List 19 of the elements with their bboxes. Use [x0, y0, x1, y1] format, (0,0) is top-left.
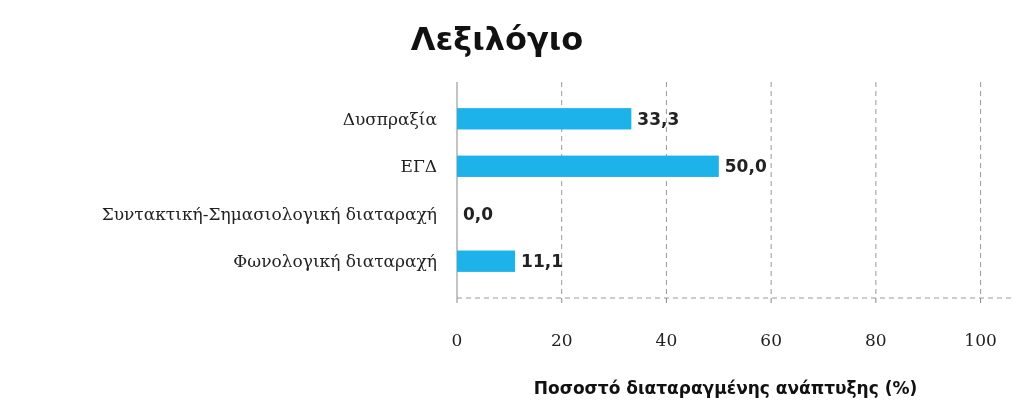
x-tick-label: 100	[964, 330, 997, 350]
data-label: 33,3	[637, 108, 680, 129]
bar	[457, 250, 516, 272]
chart-title: Λεξιλόγιο	[410, 20, 584, 58]
data-label: 0,0	[463, 203, 494, 224]
data-label: 11,1	[521, 251, 564, 272]
x-tick-label: 80	[865, 330, 887, 350]
y-tick-label: Δυσπραξία	[342, 108, 438, 129]
y-tick-label: ΕΓΔ	[400, 156, 437, 177]
bar	[457, 108, 632, 130]
data-label: 50,0	[724, 156, 767, 177]
y-tick-label: Συντακτική-Σημασιολογική διαταραχή	[101, 203, 437, 224]
bar	[457, 155, 719, 177]
x-tick-label: 20	[550, 330, 573, 350]
x-tick-label: 40	[655, 330, 678, 350]
y-tick-label: Φωνολογική διαταραχή	[233, 251, 437, 272]
x-tick-label: 60	[760, 330, 782, 350]
x-tick-label: 0	[451, 330, 463, 350]
x-axis-title: Ποσοστό διαταραγμένης ανάπτυξης (%)	[533, 378, 918, 398]
